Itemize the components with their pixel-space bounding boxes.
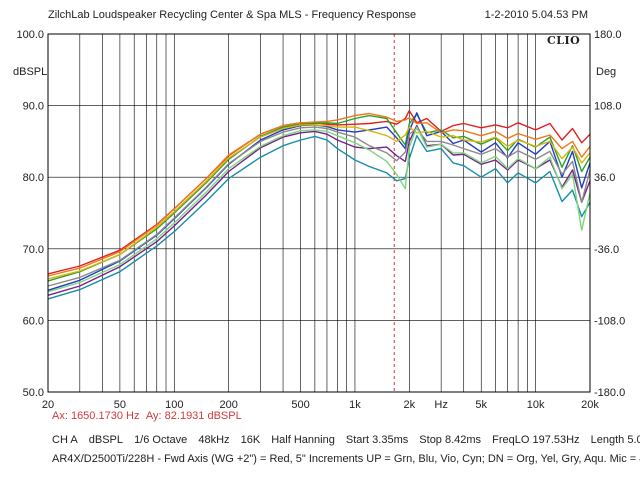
series-layer bbox=[47, 109, 591, 300]
clio-logo: CLIO bbox=[547, 34, 581, 47]
y-tick-label-left: 50.0 bbox=[23, 387, 44, 399]
stop-label: Stop 8.42ms bbox=[419, 434, 482, 446]
x-tick-label: 1k bbox=[349, 399, 361, 411]
series-line bbox=[47, 112, 591, 277]
series-line bbox=[47, 126, 591, 293]
y-tick-label-right: -108.0 bbox=[594, 315, 625, 327]
y-tick-label-left: 70.0 bbox=[23, 244, 44, 256]
x-tick-label: 500 bbox=[291, 399, 309, 411]
y-tick-label-right: 36.0 bbox=[594, 172, 615, 184]
grid bbox=[48, 34, 590, 392]
unit-label: dBSPL bbox=[88, 434, 123, 446]
plot-frame bbox=[47, 33, 591, 393]
x-tick-label: 20k bbox=[581, 399, 599, 411]
y-tick-label-right: -180.0 bbox=[594, 387, 625, 399]
tick-labels: 20 50 100 200 500 1k 2k Hz 5k 10k 20k 100.0 90.0 80.0… bbox=[16, 29, 625, 411]
freqlo-label: FreqLO 197.53Hz bbox=[492, 434, 580, 446]
x-tick-label: 200 bbox=[219, 399, 237, 411]
smoothing-label: 1/6 Octave bbox=[134, 434, 188, 446]
measurement-note: AR4X/D2500Ti/228H - Fwd Axis (WG +2") = … bbox=[52, 453, 640, 465]
x-tick-label: 20 bbox=[42, 399, 54, 411]
y-tick-label-right: 180.0 bbox=[594, 29, 622, 41]
channel-label: CH A bbox=[52, 434, 78, 446]
y-tick-label-left: 60.0 bbox=[23, 315, 44, 327]
chart-title: ZilchLab Loudspeaker Recycling Center & … bbox=[48, 9, 417, 21]
x-tick-label: 2k bbox=[404, 399, 416, 411]
sample-rate-label: 48kHz bbox=[198, 434, 230, 446]
fft-size-label: 16K bbox=[240, 434, 261, 446]
x-tick-label: 10k bbox=[527, 399, 545, 411]
start-label: Start 3.35ms bbox=[345, 434, 409, 446]
series-line bbox=[47, 124, 591, 296]
y-tick-label-right: -36.0 bbox=[594, 244, 619, 256]
y-tick-label-right: 108.0 bbox=[594, 101, 622, 113]
cursor-readout: Ax: 1650.1730 Hz Ay: 82.1931 dBSPL bbox=[52, 410, 246, 422]
y-axis-label-left: dBSPL bbox=[13, 66, 47, 78]
timestamp: 1-2-2010 5.04.53 PM bbox=[484, 9, 588, 21]
series-line bbox=[47, 112, 591, 291]
series-line bbox=[47, 126, 591, 287]
length-label: Length 5.06ms bbox=[590, 434, 640, 446]
y-tick-label-left: 100.0 bbox=[16, 29, 44, 41]
x-tick-label: Hz bbox=[434, 399, 447, 411]
y-axis-label-right: Deg bbox=[596, 66, 616, 78]
series-line bbox=[47, 113, 591, 282]
x-tick-label: 50 bbox=[114, 399, 126, 411]
series-line bbox=[47, 124, 591, 280]
y-tick-label-left: 90.0 bbox=[23, 101, 44, 113]
x-tick-label: 100 bbox=[165, 399, 183, 411]
cursor-x-readout: Ax: 1650.1730 Hz bbox=[52, 410, 140, 422]
x-tick-label: 5k bbox=[475, 399, 487, 411]
window-label: Half Hanning bbox=[271, 434, 335, 446]
series-line bbox=[47, 109, 591, 275]
y-tick-label-left: 80.0 bbox=[23, 172, 44, 184]
series-line bbox=[47, 134, 591, 300]
cursor-y-readout: Ay: 82.1931 dBSPL bbox=[145, 410, 242, 422]
measurement-settings: CH A dBSPL 1/6 Octave 48kHz 16K Half Han… bbox=[52, 434, 640, 446]
